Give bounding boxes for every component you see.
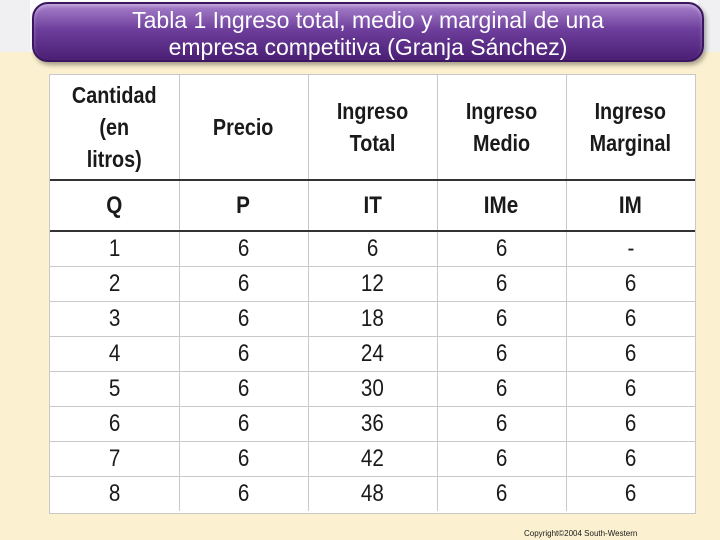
cell-p: 6 [179,476,309,511]
table-row: 5 6 30 6 6 [50,371,695,407]
symbol-im: IM [566,180,695,232]
symbol-q: Q [50,180,180,232]
cell-it: 36 [308,406,438,442]
cell-ime: 6 [437,336,567,372]
cell-im: 6 [624,480,637,507]
revenue-table: Cantidad (en litros) Precio Ingreso Total … [50,75,695,511]
cell-im: - [566,231,695,267]
cell-p: 6 [179,336,309,372]
copyright-notice: Copyright©2004 South-Western [524,529,638,538]
slide-corner-left [0,0,30,52]
cell-im: 6 [566,336,695,372]
header-cantidad: Cantidad (en litros) [50,75,180,181]
symbol-ime: IMe [437,180,567,232]
table-header-row: Cantidad (en litros) Precio Ingreso Total … [50,75,695,181]
cell-q: 8 [50,476,180,511]
table-body: 1 6 6 6 - 2 6 12 6 6 3 6 18 6 6 4 [50,231,695,511]
cell-it: 12 [308,266,438,302]
cell-p: 6 [179,301,309,337]
cell-ime: 6 [437,476,567,511]
header-ingreso-marginal: Ingreso Marginal [566,75,695,181]
cell-q: 2 [50,266,180,302]
cell-p: 6 [179,441,309,477]
cell-p: 6 [179,371,309,407]
table-row: 4 6 24 6 6 [50,336,695,372]
cell-it: 6 [308,231,438,267]
cell-im: 6 [566,441,695,477]
table-row: 2 6 12 6 6 [50,266,695,302]
cell-p: 6 [179,266,309,302]
cell-it: 24 [308,336,438,372]
title-banner: Tabla 1 Ingreso total, medio y marginal … [32,2,704,62]
cell-q: 6 [50,406,180,442]
table-row: 7 6 42 6 6 [50,441,695,477]
cell-it: 42 [308,441,438,477]
table-row: 1 6 6 6 - [50,231,695,267]
title-line-2: empresa competitiva (Granja Sánchez) [168,34,568,60]
symbol-it: IT [308,180,438,232]
table-row: 6 6 36 6 6 [50,406,695,442]
cell-im: 6 [566,266,695,302]
cell-q: 7 [50,441,180,477]
cell-p: 6 [179,231,309,267]
revenue-table-container: Cantidad (en litros) Precio Ingreso Total … [49,74,696,514]
header-precio: Precio [179,75,309,181]
cell-ime: 6 [437,231,567,267]
cell-p: 6 [179,406,309,442]
table-row: 8 6 48 6 6 [50,476,695,511]
cell-ime: 6 [437,266,567,302]
cell-ime: 6 [437,301,567,337]
cell-ime: 6 [437,371,567,407]
cell-ime: 6 [437,441,567,477]
cell-im: 6 [566,406,695,442]
cell-q: 5 [50,371,180,407]
symbol-p: P [179,180,309,232]
header-ingreso-medio: Ingreso Medio [437,75,567,181]
title-line-1: Tabla 1 Ingreso total, medio y marginal … [132,7,604,33]
table-row: 3 6 18 6 6 [50,301,695,337]
table-symbol-row: Q P IT IMe IM [50,180,695,232]
cell-it: 30 [308,371,438,407]
cell-q: 4 [50,336,180,372]
cell-im: 6 [566,301,695,337]
cell-im: 6 [566,371,695,407]
cell-q: 3 [50,301,180,337]
cell-ime: 6 [437,406,567,442]
cell-it: 18 [308,301,438,337]
header-ingreso-total: Ingreso Total [308,75,438,181]
cell-it: 48 [308,476,438,511]
cell-q: 1 [50,231,180,267]
